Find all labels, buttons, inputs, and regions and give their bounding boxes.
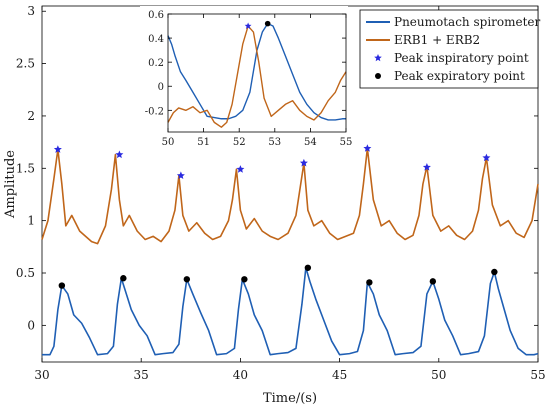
- legend-label: Peak inspiratory point: [394, 51, 529, 65]
- legend-label: Pneumotach spirometer: [394, 15, 541, 29]
- legend-label: ERB1 + ERB2: [394, 33, 480, 47]
- inset-x-tick-label: 50: [162, 137, 175, 148]
- main-y-axis: 0 0.5 1 1.5 2 2.5 3: [16, 4, 538, 332]
- main-y-tick-label: 1.5: [16, 161, 35, 175]
- main-x-axis: 30 35 40 45 50 55: [34, 6, 546, 382]
- main-expiratory-peak: [366, 279, 373, 286]
- inset-series-group: [167, 22, 347, 128]
- main-plot: 30 35 40 45 50 55 0 0.5 1 1.5 2 2.5 3 Time/(s) Ampl…: [3, 4, 546, 406]
- main-series-group: [41, 147, 539, 356]
- inset-x-tick-label: 51: [197, 137, 210, 148]
- main-series-line-1: [41, 147, 539, 245]
- main-expiratory-peak: [304, 264, 312, 271]
- inset-y-tick-label: 0.4: [148, 34, 164, 45]
- main-inspiratory-peak: [482, 153, 491, 162]
- legend-item: Peak expiratory point: [375, 69, 525, 83]
- main-expiratory-peak: [429, 278, 437, 285]
- main-expiratory-peak: [120, 275, 127, 282]
- main-y-tick-label: 2: [27, 109, 35, 123]
- main-inspiratory-peak: [363, 144, 372, 152]
- inset-inspiratory-peak: [244, 22, 252, 29]
- x-axis-label: Time/(s): [263, 391, 317, 406]
- legend: Pneumotach spirometer ERB1 + ERB2 Peak ins…: [359, 9, 541, 89]
- main-inspiratory-peak: [236, 165, 245, 173]
- main-expiratory-peak: [58, 282, 66, 289]
- inset-frame: [167, 13, 347, 133]
- inset-series-line-1: [167, 25, 347, 128]
- main-y-tick-label: 0: [27, 318, 35, 332]
- main-inspiratory-peak: [53, 145, 62, 153]
- main-y-tick-label: 3: [27, 4, 35, 18]
- legend-item: ERB1 + ERB2: [366, 33, 480, 47]
- inset-y-axis: -0.2 0 0.2 0.4 0.6: [145, 10, 346, 117]
- inset-x-tick-label: 54: [304, 137, 317, 148]
- inset-expiratory-peak: [264, 20, 271, 27]
- main-y-tick-label: 2.5: [16, 57, 35, 71]
- main-inspiratory-peak: [299, 158, 308, 167]
- inset-peak-markers: [244, 20, 271, 29]
- main-inspiratory-peak: [422, 163, 431, 171]
- legend-item: Pneumotach spirometer: [366, 15, 541, 29]
- main-x-tick-label: 35: [134, 368, 149, 382]
- main-x-tick-label: 45: [332, 368, 347, 382]
- inset-x-tick-label: 52: [233, 137, 246, 148]
- inset-plot: 50 51 52 53 54 55 -0.2 0 0.2 0.4 0.6: [140, 6, 352, 150]
- legend-item: Peak inspiratory point: [374, 51, 529, 65]
- main-x-tick-label: 40: [233, 368, 248, 382]
- inset-y-tick-label: 0: [158, 82, 164, 93]
- inset-x-tick-label: 55: [340, 137, 353, 148]
- main-inspiratory-peak: [176, 171, 185, 180]
- inset-background: [140, 6, 348, 150]
- main-expiratory-peak: [241, 276, 248, 283]
- main-y-tick-label: 1: [27, 214, 35, 228]
- main-y-tick-label: 0.5: [16, 266, 35, 280]
- main-x-tick-label: 50: [431, 368, 446, 382]
- main-series-line-0: [42, 266, 539, 356]
- inset-y-tick-label: -0.2: [145, 106, 164, 117]
- main-x-tick-label: 30: [34, 368, 49, 382]
- main-expiratory-peak: [183, 276, 191, 283]
- main-peak-markers: [53, 144, 498, 289]
- main-expiratory-peak: [491, 268, 498, 276]
- inset-x-tick-label: 53: [268, 137, 281, 148]
- legend-label: Peak expiratory point: [394, 69, 525, 83]
- main-inspiratory-peak: [115, 150, 124, 159]
- legend-items: Pneumotach spirometer ERB1 + ERB2 Peak ins…: [366, 15, 541, 83]
- y-axis-label: Amplitude: [3, 150, 18, 219]
- main-x-tick-label: 55: [530, 368, 545, 382]
- legend-star-swatch: [374, 54, 382, 62]
- legend-dot-swatch: [375, 73, 381, 79]
- inset-y-tick-label: 0.6: [148, 10, 164, 21]
- inset-y-tick-label: 0.2: [148, 58, 164, 69]
